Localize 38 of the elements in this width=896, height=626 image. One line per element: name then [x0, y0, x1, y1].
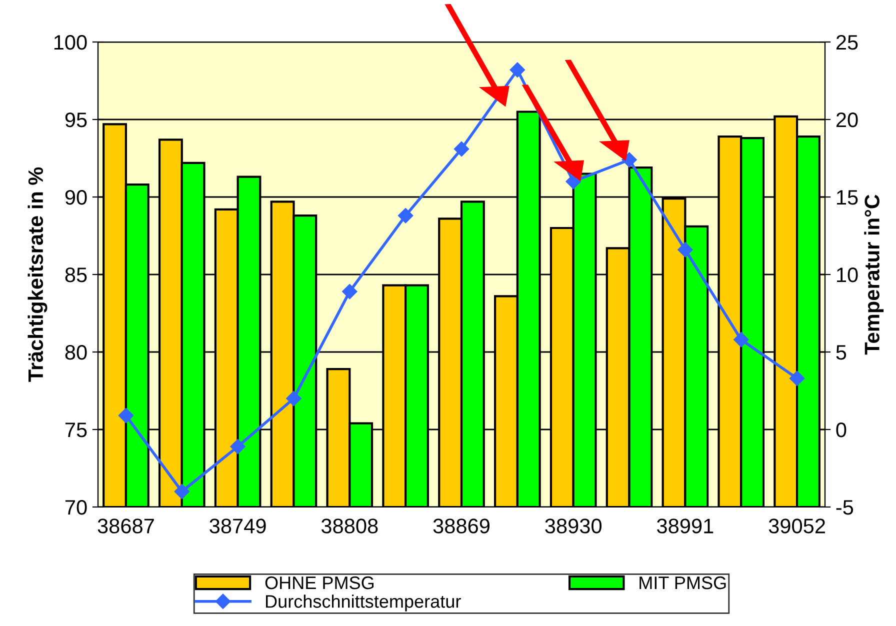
x-tick-label: 38749 [210, 518, 266, 534]
x-tick-label: 38869 [433, 518, 490, 534]
legend-label: MIT PMSG [640, 576, 726, 590]
y2-tick-label: 25 [836, 35, 858, 50]
point [398, 208, 414, 224]
x-tick-label: 38930 [545, 518, 602, 534]
y2-tick-label: -5 [836, 500, 854, 515]
y-tick-label: 80 [65, 345, 87, 360]
point [454, 141, 470, 157]
y2-tick-label: 20 [836, 112, 858, 128]
y-tick-label: 100 [54, 35, 87, 50]
point [789, 370, 805, 386]
point [118, 408, 134, 424]
y2-axis-title: Temperatur in°C [864, 194, 884, 355]
y-tick-label: 70 [65, 500, 87, 515]
point [510, 62, 525, 78]
y-tick-label: 85 [65, 268, 87, 282]
y-tick-label: 75 [65, 422, 87, 438]
point [286, 390, 302, 406]
x-tick-label: 38991 [657, 518, 714, 534]
legend-label: Durchschnittstemperatur [266, 594, 461, 612]
x-tick-label: 38808 [321, 518, 378, 534]
point [342, 284, 358, 300]
point [734, 332, 749, 348]
y2-tick-label: 15 [837, 190, 858, 205]
point [566, 174, 581, 190]
x-tick-label: 39052 [768, 518, 825, 534]
point [230, 438, 246, 454]
y-axis-title: Trächtigkeitsrate in % [28, 167, 48, 382]
y2-tick-label: 5 [836, 345, 846, 360]
x-tick-label: 38687 [98, 518, 154, 534]
y2-tick-label: 0 [836, 422, 846, 438]
y-tick-label: 90 [65, 190, 87, 205]
legend-label: OHNE PMSG [265, 576, 374, 590]
point [174, 484, 190, 500]
y-tick-label: 95 [65, 112, 87, 128]
y2-tick-label: 10 [837, 268, 858, 282]
point [678, 242, 693, 258]
